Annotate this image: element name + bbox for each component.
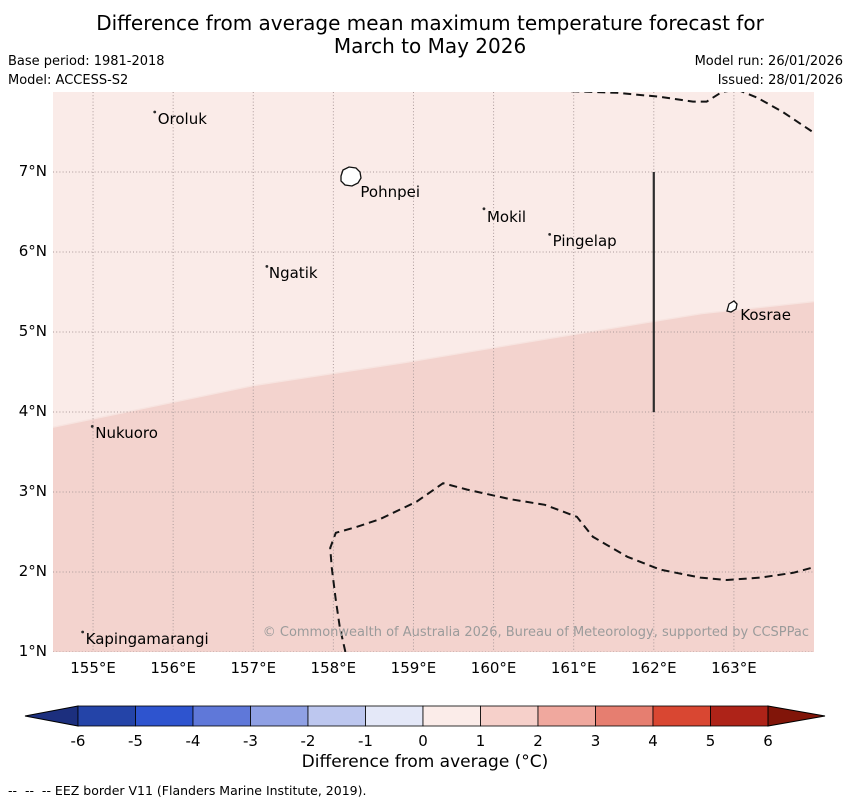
- colorbar-segment-3: [250, 705, 309, 727]
- map-area: Oroluk Pohnpei Mokil Pingelap Ngatik Kosrae Nu…: [53, 92, 814, 652]
- run-metadata-right: Model run: 26/01/2026 Issued: 28/01/2026: [695, 52, 843, 90]
- colorbar-segment-1: [135, 705, 194, 727]
- x-tick-label-155: 155°E: [70, 659, 116, 677]
- run-metadata-left: Base period: 1981-2018 Model: ACCESS-S2: [8, 52, 165, 90]
- colorbar-segment-8: [537, 705, 596, 727]
- colorbar-tick-1: 1: [476, 732, 486, 750]
- colorbar-segment-4: [307, 705, 366, 727]
- base-period-text: Base period: 1981-2018: [8, 54, 165, 69]
- eez-footnote: -- -- -- EEZ border V11 (Flanders Marine…: [8, 783, 367, 798]
- colorbar-segment-0: [77, 705, 136, 727]
- colorbar-tick--1: -1: [358, 732, 373, 750]
- y-tick-label-4: 4°N: [18, 402, 47, 420]
- x-tick-label-162: 162°E: [630, 659, 677, 677]
- marker-kapingamarangi: [81, 630, 85, 634]
- marker-nukuoro: [90, 425, 94, 428]
- y-tick-label-5: 5°N: [18, 322, 47, 340]
- figure-title-line1: Difference from average mean maximum tem…: [96, 11, 764, 35]
- eez-border-2: [329, 482, 814, 652]
- x-tick-label-156: 156°E: [150, 659, 196, 677]
- figure-title-line2: March to May 2026: [333, 34, 527, 58]
- colorbar-tick--6: -6: [71, 732, 86, 750]
- colorbar-tick--3: -3: [243, 732, 258, 750]
- map-canvas: [53, 92, 814, 652]
- colorbar-segment-11: [710, 705, 769, 727]
- marker-mokil: [482, 207, 486, 211]
- colorbar-segment-10: [652, 705, 711, 727]
- copyright-text: © Commonwealth of Australia 2026, Bureau…: [262, 625, 809, 640]
- x-tick-label-159: 159°E: [390, 659, 437, 677]
- island-kosrae: [726, 300, 738, 313]
- y-tick-label-2: 2°N: [18, 562, 47, 580]
- y-tick-label-7: 7°N: [18, 162, 47, 180]
- colorbar-over-arrow: [767, 705, 826, 727]
- colorbar-title: Difference from average (°C): [301, 752, 549, 772]
- colorbar-segment-6: [422, 705, 481, 727]
- x-tick-label-158: 158°E: [310, 659, 357, 677]
- colorbar-segment-2: [192, 705, 251, 727]
- shade-region-south: [53, 301, 814, 652]
- colorbar-segment-5: [365, 705, 424, 727]
- x-tick-label-157: 157°E: [230, 659, 277, 677]
- colorbar-tick-3: 3: [591, 732, 601, 750]
- marker-oroluk: [153, 110, 157, 114]
- colorbar-tick-4: 4: [648, 732, 658, 750]
- y-tick-label-6: 6°N: [18, 242, 47, 260]
- colorbar-under-arrow: [24, 705, 79, 727]
- issued-date-text: Issued: 28/01/2026: [717, 73, 843, 88]
- y-tick-label-3: 3°N: [18, 482, 47, 500]
- x-tick-label-161: 161°E: [550, 659, 597, 677]
- model-name-text: Model: ACCESS-S2: [8, 73, 129, 88]
- model-run-date-text: Model run: 26/01/2026: [694, 54, 843, 69]
- colorbar-segment-7: [480, 705, 539, 727]
- figure-title: Difference from average mean maximum tem…: [40, 12, 820, 58]
- colorbar-tick--5: -5: [128, 732, 143, 750]
- marker-pingelap: [548, 233, 552, 236]
- island-pohnpei: [340, 166, 362, 187]
- x-tick-label-160: 160°E: [470, 659, 517, 677]
- shade-boundary-contour: [53, 300, 814, 428]
- y-tick-label-1: 1°N: [18, 642, 47, 660]
- marker-ngatik: [265, 265, 269, 268]
- colorbar-tick-6: 6: [763, 732, 773, 750]
- x-tick-label-163: 163°E: [711, 659, 757, 677]
- colorbar-segment-9: [595, 705, 654, 727]
- eez-border-1: [571, 92, 814, 134]
- colorbar-tick-2: 2: [533, 732, 543, 750]
- colorbar-tick--2: -2: [301, 732, 316, 750]
- colorbar: -6 -5 -4 -3 -2 -1 0 1 2 3 4 5 6: [24, 705, 826, 750]
- colorbar-tick-0: 0: [418, 732, 428, 750]
- colorbar-tick--4: -4: [186, 732, 201, 750]
- colorbar-tick-5: 5: [706, 732, 716, 750]
